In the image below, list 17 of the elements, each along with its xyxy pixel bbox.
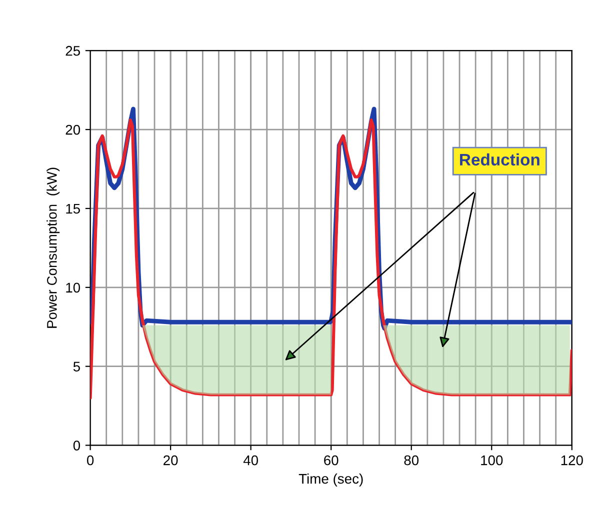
x-tick-label: 40 — [243, 455, 258, 466]
y-axis-title: Power Consumption (kW) — [46, 168, 60, 328]
x-tick-label: 120 — [561, 455, 583, 466]
y-tick-label: 5 — [73, 362, 80, 372]
y-tick-label: 25 — [66, 46, 80, 56]
x-tick-label: 20 — [164, 455, 178, 466]
x-tick-label: 0 — [86, 455, 94, 466]
y-tick-label: 15 — [66, 204, 80, 214]
x-axis-title: Time (sec) — [298, 474, 363, 486]
y-tick-label: 0 — [73, 440, 80, 450]
x-tick-label: 80 — [404, 455, 419, 466]
y-tick-label: 10 — [66, 282, 80, 293]
x-tick-label: 60 — [324, 455, 338, 466]
x-tick-label: 100 — [481, 455, 503, 466]
y-tick-label: 20 — [66, 124, 80, 135]
annotation: Reduction — [460, 153, 540, 166]
line-series — [90, 118, 572, 400]
